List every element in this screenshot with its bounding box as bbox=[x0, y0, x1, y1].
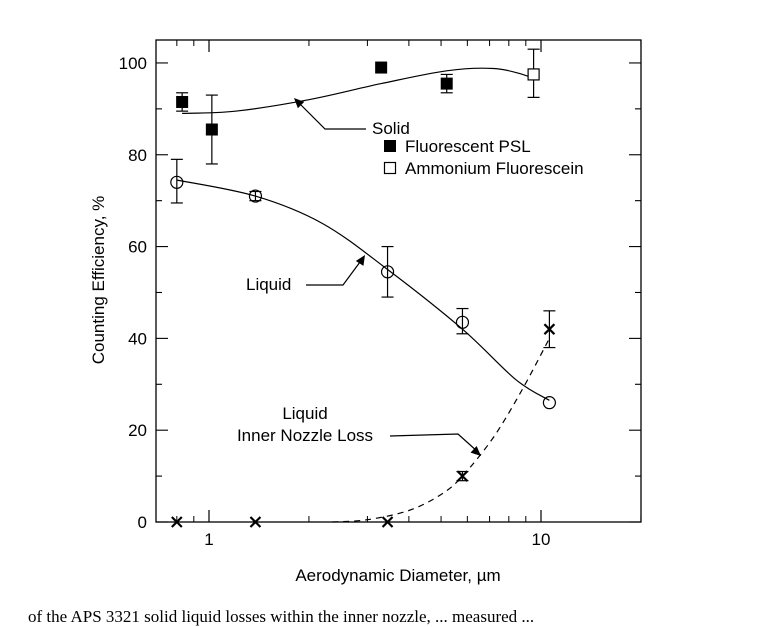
y-axis-label: Counting Efficiency, % bbox=[89, 196, 108, 365]
legend-label: Fluorescent PSL bbox=[405, 137, 531, 156]
filled-square-marker bbox=[384, 140, 396, 152]
filled-square-marker bbox=[375, 62, 387, 74]
data-markers bbox=[171, 62, 556, 527]
annotation-inner-loss-line1: Liquid bbox=[282, 404, 327, 423]
annotation-solid-leader bbox=[296, 100, 366, 129]
x-tick-label: 10 bbox=[532, 530, 551, 549]
annotation-inner-loss-leader bbox=[390, 434, 478, 452]
arrow-head bbox=[356, 255, 365, 266]
solid-curve bbox=[182, 68, 533, 113]
y-tick-label: 80 bbox=[128, 146, 147, 165]
x-tick-label: 1 bbox=[204, 530, 213, 549]
annotation-solid: Solid bbox=[372, 119, 410, 138]
filled-square-marker bbox=[176, 96, 188, 108]
open-square-marker bbox=[528, 69, 539, 80]
y-tick-label: 40 bbox=[128, 329, 147, 348]
filled-square-marker bbox=[441, 78, 453, 90]
open-square-marker bbox=[385, 163, 396, 174]
filled-square-marker bbox=[206, 124, 218, 136]
y-tick-label: 20 bbox=[128, 421, 147, 440]
y-tick-label: 100 bbox=[119, 54, 147, 73]
figure-caption: of the APS 3321 solid liquid losses with… bbox=[28, 607, 769, 627]
legend-label: Ammonium Fluorescein bbox=[405, 159, 584, 178]
y-tick-label: 0 bbox=[138, 513, 147, 532]
y-tick-label: 60 bbox=[128, 238, 147, 257]
liquid-curve bbox=[177, 180, 550, 400]
annotation-liquid: Liquid bbox=[246, 275, 291, 294]
annotation-inner-loss-line2: Inner Nozzle Loss bbox=[237, 426, 373, 445]
open-circle-marker bbox=[543, 397, 555, 409]
legend: Fluorescent PSL Ammonium Fluorescein bbox=[384, 137, 584, 178]
annotation-liquid-leader bbox=[306, 258, 363, 285]
x-axis-label: Aerodynamic Diameter, µm bbox=[295, 566, 500, 585]
